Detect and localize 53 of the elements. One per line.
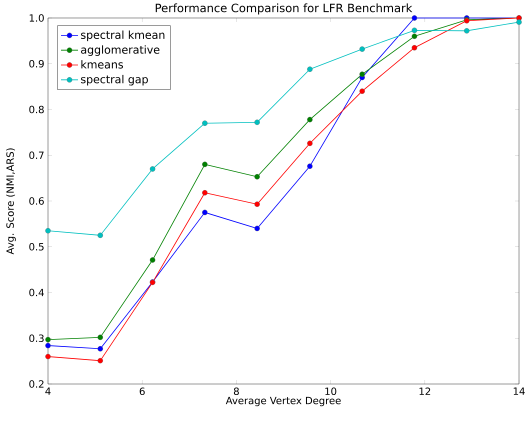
point [202,210,208,216]
y-tick-label: 0.4 [29,288,44,296]
x-tick-label: 8 [234,388,239,396]
legend-label: agglomerative [81,45,160,56]
legend-label: spectral gap [81,74,148,86]
y-axis-title: Avg. Score (NMI,ARS) [6,148,16,254]
y-tick-label: 0.2 [29,380,44,388]
point [98,358,104,364]
y-tick-label: 0.3 [29,334,44,342]
y-tick-label: 1.0 [30,14,44,22]
point [412,44,418,50]
x-tick-label: 6 [140,388,145,396]
point [412,34,418,40]
point [359,88,365,94]
point [45,228,51,234]
y-tick-label: 0.8 [29,106,44,114]
point [202,162,208,168]
x-tick-label: 12 [420,388,430,395]
point [202,120,208,126]
point [412,15,418,21]
x-tick-label: 14 [514,388,525,395]
point [307,116,313,122]
y-tick-label: 0.5 [29,242,44,251]
point [202,190,208,196]
point [412,28,418,34]
point [150,166,156,172]
point [45,354,51,360]
point [464,28,470,34]
x-axis-title: Average Vertex Degree [226,396,341,406]
x-tick-label: 10 [325,388,336,396]
point [359,46,365,52]
point [307,140,313,146]
y-tick-label: 0.6 [29,197,44,205]
point [516,19,522,25]
point [150,257,156,263]
point [98,232,104,238]
legend-label: kmeans [81,60,124,69]
point [254,226,260,232]
point [254,201,260,207]
chart-title: Performance Comparison for LFR Benchmark [156,3,412,14]
x-tick-label: 4 [45,388,51,395]
point [307,163,313,169]
y-tick-label: 0.9 [29,60,44,68]
point [45,336,51,342]
point [98,346,104,352]
point [254,120,260,126]
legend-label: spectral kmean [81,30,164,42]
point [307,66,313,72]
y-tick-label: 0.7 [29,151,44,160]
point [254,174,260,180]
point [359,72,365,78]
point [45,342,51,348]
point [98,334,104,340]
